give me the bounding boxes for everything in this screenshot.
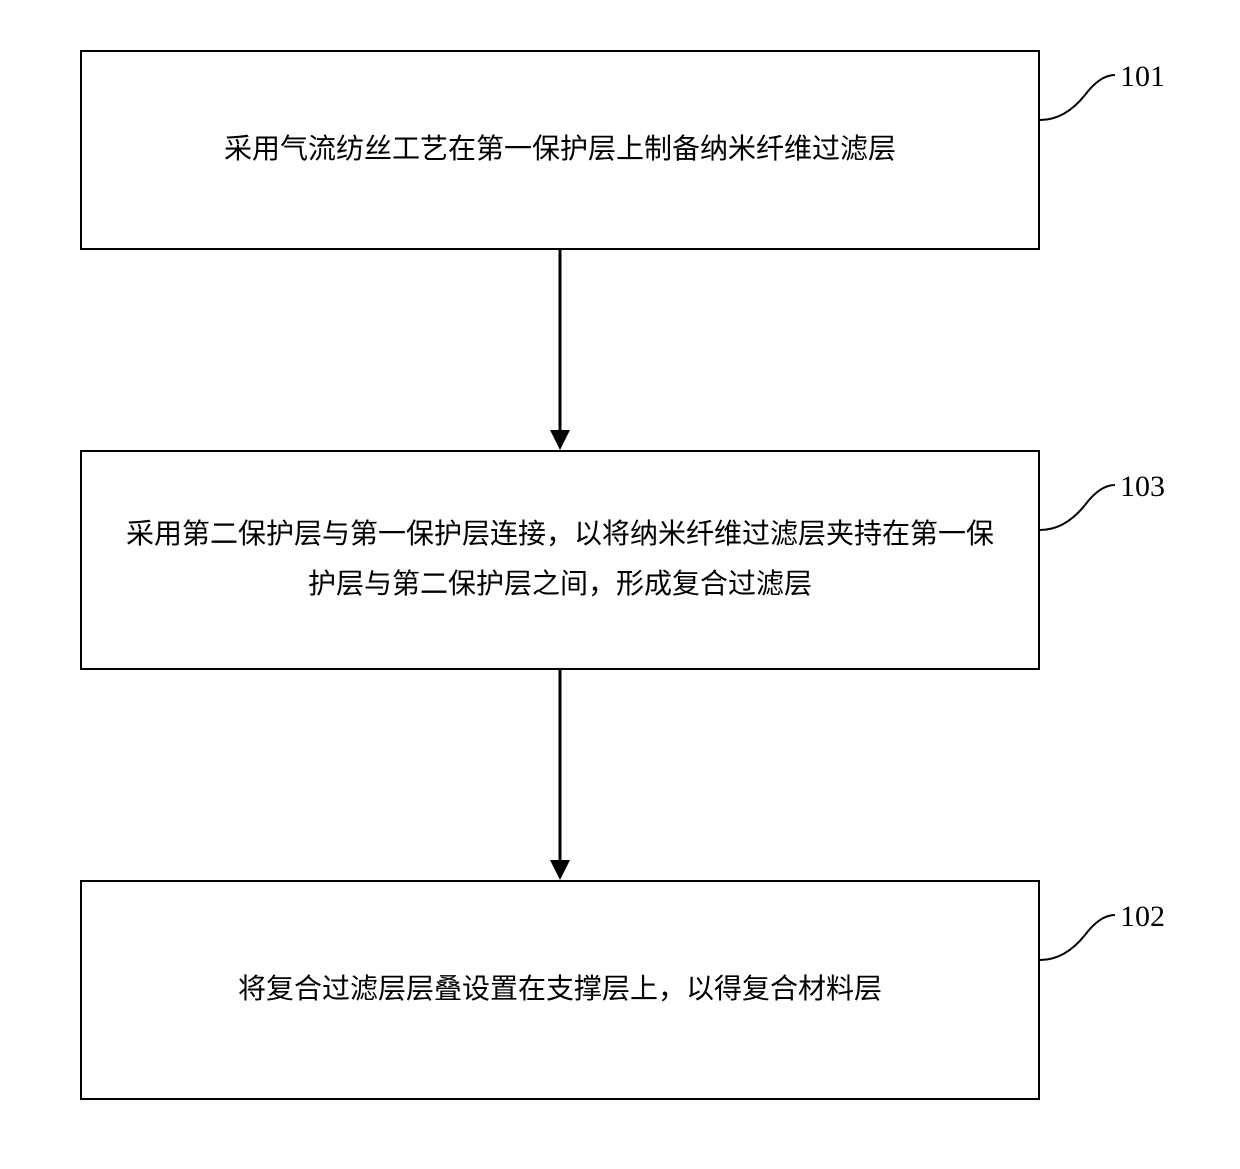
flow-step-1-label: 101: [1120, 60, 1165, 94]
flow-step-3: 将复合过滤层层叠设置在支撑层上，以得复合材料层: [80, 880, 1040, 1100]
flow-step-3-text: 将复合过滤层层叠设置在支撑层上，以得复合材料层: [238, 965, 882, 1015]
arrow-1-to-2: [545, 250, 575, 450]
flow-step-2-label: 103: [1120, 470, 1165, 504]
flow-step-3-label: 102: [1120, 900, 1165, 934]
flow-step-1-text: 采用气流纺丝工艺在第一保护层上制备纳米纤维过滤层: [224, 125, 896, 175]
label-connector-2: [1035, 470, 1125, 540]
flow-step-2: 采用第二保护层与第一保护层连接，以将纳米纤维过滤层夹持在第一保护层与第二保护层之…: [80, 450, 1040, 670]
label-connector-3: [1035, 900, 1125, 970]
flowchart-container: 采用气流纺丝工艺在第一保护层上制备纳米纤维过滤层 101 采用第二保护层与第一保…: [0, 0, 1240, 1169]
flow-step-1: 采用气流纺丝工艺在第一保护层上制备纳米纤维过滤层: [80, 50, 1040, 250]
arrow-2-to-3: [545, 670, 575, 880]
label-connector-1: [1035, 60, 1125, 130]
flow-step-2-text: 采用第二保护层与第一保护层连接，以将纳米纤维过滤层夹持在第一保护层与第二保护层之…: [122, 510, 998, 611]
